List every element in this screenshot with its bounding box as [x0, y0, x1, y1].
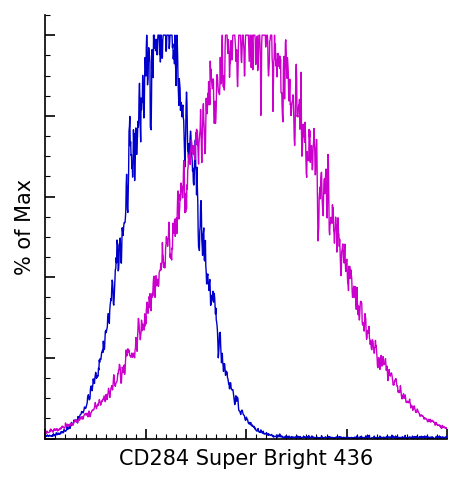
Y-axis label: % of Max: % of Max	[15, 179, 35, 275]
X-axis label: CD284 Super Bright 436: CD284 Super Bright 436	[119, 449, 373, 469]
